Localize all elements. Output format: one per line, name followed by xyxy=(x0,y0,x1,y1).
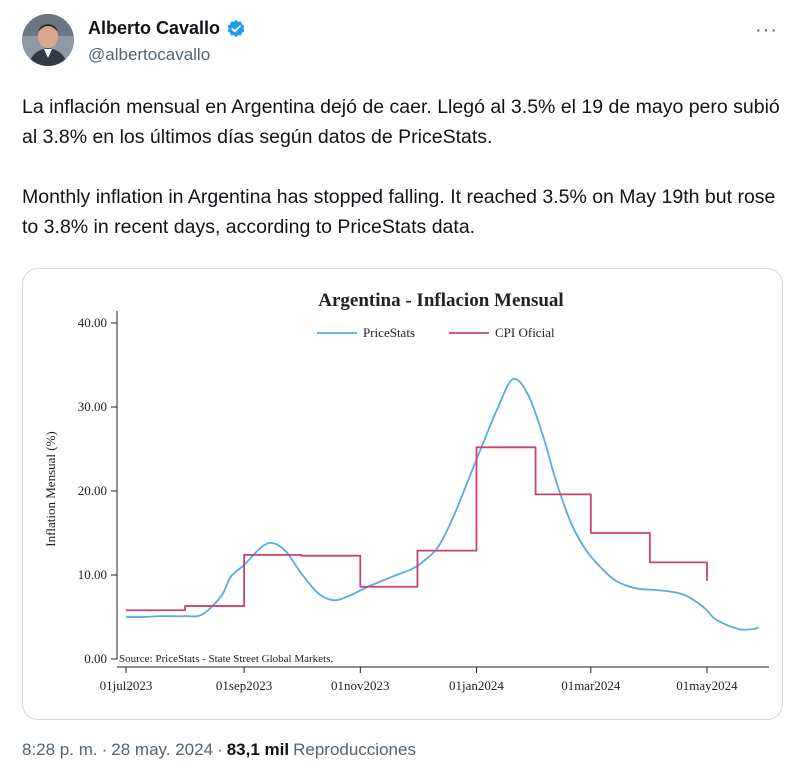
more-options-button[interactable]: ··· xyxy=(755,19,778,41)
y-axis-label: Inflation Mensual (%) xyxy=(43,431,58,547)
meta-separator: · xyxy=(101,740,108,759)
tweet-date[interactable]: 28 may. 2024 xyxy=(111,740,214,759)
chart-legend: PriceStats CPI Oficial xyxy=(317,325,555,340)
meta-separator: · xyxy=(217,740,223,759)
y-tick-label: 10.00 xyxy=(78,567,107,582)
series-line-pricestats xyxy=(125,377,759,631)
y-tick-label: 40.00 xyxy=(78,315,107,330)
views-label: Reproducciones xyxy=(293,740,416,759)
x-ticks: 01jul2023 01sep2023 01nov2023 01jan2024 01ma… xyxy=(100,667,738,693)
legend-label-cpi-oficial: CPI Oficial xyxy=(495,325,555,340)
chart-source-note: Source: PriceStats - State Street Global… xyxy=(119,653,333,665)
views-count: 83,1 mil xyxy=(226,740,290,759)
x-tick-label: 01jan2024 xyxy=(449,678,504,693)
x-tick-label: 01nov2023 xyxy=(331,678,390,693)
legend-label-pricestats: PriceStats xyxy=(363,325,415,340)
x-tick-label: 01jul2023 xyxy=(100,678,153,693)
y-tick-label: 0.00 xyxy=(84,651,107,666)
tweet-meta: 8:28 p. m. · 28 may. 2024 · 83,1 mil Rep… xyxy=(22,740,416,760)
author-name-row: Alberto Cavallo xyxy=(88,18,246,39)
y-tick-label: 20.00 xyxy=(78,483,107,498)
x-tick-label: 01mar2024 xyxy=(561,678,621,693)
inflation-chart: Argentina - Inflacion Mensual PriceStats… xyxy=(43,290,769,693)
y-ticks: 0.00 10.00 20.00 30.00 40.00 xyxy=(78,315,117,666)
tweet-time[interactable]: 8:28 p. m. xyxy=(22,740,98,759)
verified-badge-icon xyxy=(226,19,246,39)
chart-image[interactable]: Argentina - Inflacion Mensual PriceStats… xyxy=(22,268,783,720)
chart-title: Argentina - Inflacion Mensual xyxy=(318,290,563,311)
x-tick-label: 01may2024 xyxy=(676,678,738,693)
series-layer xyxy=(125,377,759,631)
author-display-name[interactable]: Alberto Cavallo xyxy=(88,18,221,38)
series-line-cpi-oficial xyxy=(126,446,708,612)
avatar[interactable] xyxy=(22,14,74,66)
x-tick-label: 01sep2023 xyxy=(216,678,272,693)
author-handle[interactable]: @albertocavallo xyxy=(88,45,211,64)
tweet-text: La inflación mensual en Argentina dejó d… xyxy=(22,96,780,238)
y-tick-label: 30.00 xyxy=(78,399,107,414)
